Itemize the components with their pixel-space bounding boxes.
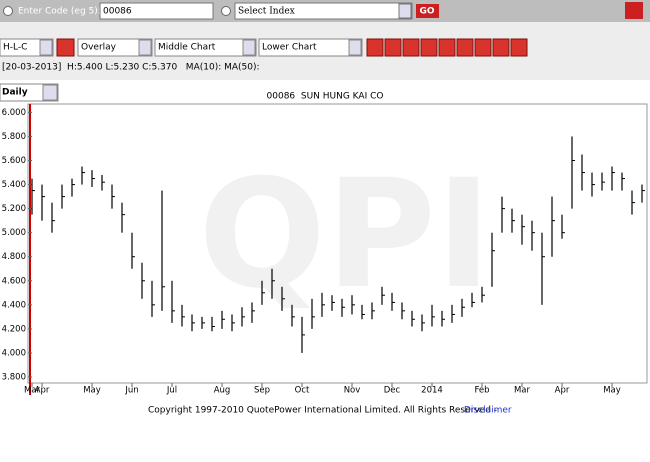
plot-frame: [27, 103, 648, 384]
radio-index[interactable]: [221, 6, 231, 16]
x-tick-label: Jun: [124, 386, 138, 396]
x-tick-label: May: [603, 386, 621, 396]
dropdown-arrow[interactable]: [138, 39, 152, 56]
radio-code[interactable]: [3, 6, 13, 16]
tool-buttons: [366, 38, 528, 57]
x-tick-label: Apr: [555, 386, 570, 396]
index-select-text: Select Index: [238, 7, 295, 17]
dropdown-arrow[interactable]: [39, 39, 53, 56]
middle-chart-select[interactable]: [154, 38, 257, 57]
x-tick-label: Aug: [214, 386, 231, 396]
tool-button[interactable]: [456, 38, 474, 57]
y-tick-label: 4.400: [2, 300, 26, 310]
x-tick-label: Mar: [514, 386, 531, 396]
dropdown-arrow[interactable]: [398, 3, 412, 19]
y-tick-label: 5.400: [2, 180, 26, 190]
x-tick-label: Dec: [384, 386, 401, 396]
price-bars: [31, 136, 645, 353]
index-select[interactable]: [234, 2, 413, 20]
dropdown-arrow[interactable]: [348, 39, 362, 56]
y-tick-label: 5.800: [2, 132, 26, 142]
lower-chart-text: Lower Chart: [262, 43, 317, 53]
y-tick-label: 4.800: [2, 252, 26, 262]
print-button[interactable]: [625, 2, 643, 19]
x-tick-label: Jul: [166, 386, 177, 396]
tool-button[interactable]: [366, 38, 384, 57]
code-input[interactable]: [99, 2, 214, 20]
dropdown-arrow[interactable]: [42, 84, 58, 101]
tool-button[interactable]: [402, 38, 420, 57]
x-tick-label: Sep: [254, 386, 270, 396]
go-button[interactable]: [416, 4, 439, 18]
x-tick-label: Nov: [344, 386, 361, 396]
y-tick-label: 4.200: [2, 324, 26, 334]
tool-button[interactable]: [510, 38, 528, 57]
go-text: GO: [419, 7, 434, 17]
lower-chart-select[interactable]: [258, 38, 363, 57]
y-tick-label: 5.200: [2, 204, 26, 214]
x-tick-label: Mar: [24, 386, 41, 396]
period-text: Daily: [2, 88, 28, 98]
style-button[interactable]: [56, 38, 75, 57]
tool-button[interactable]: [474, 38, 492, 57]
y-tick-label: 4.600: [2, 276, 26, 286]
y-tick-label: 5.000: [2, 228, 26, 238]
info-line: [20-03-2013] H:5.400 L:5.230 C:5.370 MA(…: [2, 63, 260, 73]
tool-button[interactable]: [492, 38, 510, 57]
y-tick-label: 5.600: [2, 156, 26, 166]
x-tick-label: 2014: [421, 386, 443, 396]
x-tick-label: Oct: [295, 386, 310, 396]
x-tick-label: May: [83, 386, 101, 396]
disclaimer-link[interactable]: Disclaimer: [464, 406, 512, 416]
code-value: 00086: [103, 7, 132, 17]
chart-title: 00086 SUN HUNG KAI CO: [267, 92, 384, 102]
y-tick-label: 6.000: [2, 108, 26, 118]
tool-button[interactable]: [438, 38, 456, 57]
code-label: Enter Code (eg 5):: [18, 7, 101, 17]
tool-button[interactable]: [420, 38, 438, 57]
middle-chart-text: Middle Chart: [158, 43, 216, 53]
y-tick-label: 3.800: [2, 372, 26, 382]
watermark: QPI: [198, 148, 491, 322]
y-tick-label: 4.000: [2, 348, 26, 358]
x-tick-label: Apr: [35, 386, 50, 396]
dropdown-arrow[interactable]: [242, 39, 256, 56]
copyright: Copyright 1997-2010 QuotePower Internati…: [148, 406, 497, 416]
tool-button[interactable]: [384, 38, 402, 57]
overlay-text: Overlay: [81, 43, 117, 53]
overlay-select[interactable]: [77, 38, 153, 57]
style-text: H-L-C: [3, 43, 27, 53]
x-tick-label: Feb: [474, 386, 489, 396]
